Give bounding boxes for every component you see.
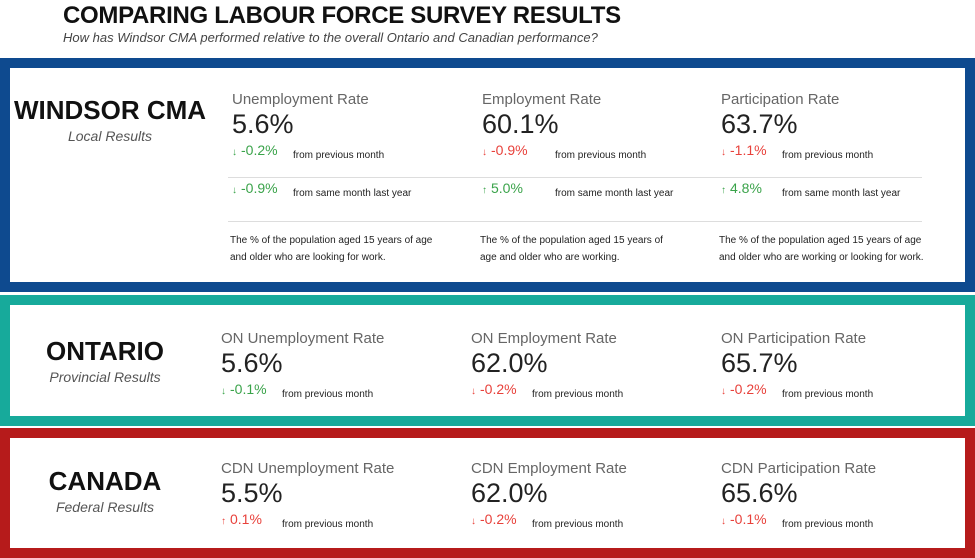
metric-value: 60.1% [482, 109, 559, 139]
ontario-participation: ON Participation Rate 65.7% ↓ -0.2% from p… [721, 330, 874, 400]
metric-value: 63.7% [721, 109, 798, 139]
arrow-down-icon: ↓ [482, 147, 487, 158]
ontario-panel [0, 295, 975, 426]
windsor-employment: Employment Rate 60.1% ↓ -0.9% from previou… [482, 91, 674, 199]
canada-unemployment: CDN Unemployment Rate 5.5% ↑ 0.1% from pre… [221, 460, 395, 530]
metric-value: 62.0% [471, 478, 548, 508]
metric-description: The % of the population aged 15 years of… [719, 235, 924, 263]
canada-employment: CDN Employment Rate 62.0% ↓ -0.2% from pre… [471, 460, 627, 530]
metric-value: 65.7% [721, 348, 798, 378]
arrow-down-icon: ↓ [232, 147, 237, 158]
change-caption: from previous month [782, 150, 874, 161]
month-change: -1.1% [730, 142, 767, 158]
windsor-participation: Participation Rate 63.7% ↓ -1.1% from prev… [721, 91, 901, 199]
change-caption: from same month last year [555, 188, 674, 199]
arrow-down-icon: ↓ [721, 386, 726, 397]
change-caption: from previous month [782, 389, 874, 400]
metric-label: Unemployment Rate [232, 91, 369, 108]
arrow-up-icon: ↑ [721, 185, 726, 196]
arrow-down-icon: ↓ [721, 147, 726, 158]
change-caption: from same month last year [293, 188, 412, 199]
region-name: ONTARIO [46, 336, 164, 366]
divider [228, 221, 922, 222]
arrow-down-icon: ↓ [471, 386, 476, 397]
windsor-unemployment: Unemployment Rate 5.6% ↓ -0.2% from previo… [232, 91, 412, 199]
windsor-region: WINDSOR CMA Local Results [10, 95, 210, 144]
metric-value: 65.6% [721, 478, 798, 508]
month-change: -0.1% [230, 381, 267, 397]
ontario-employment: ON Employment Rate 62.0% ↓ -0.2% from prev… [471, 330, 624, 400]
region-name: CANADA [48, 466, 162, 496]
metric-value: 5.6% [221, 348, 283, 378]
region-sub: Local Results [67, 128, 153, 144]
metric-value: 5.6% [232, 109, 294, 139]
page-title: COMPARING LABOUR FORCE SURVEY RESULTS [63, 2, 621, 29]
year-change: 4.8% [730, 180, 762, 196]
metric-label: ON Unemployment Rate [221, 330, 385, 347]
region-sub: Provincial Results [49, 369, 161, 385]
arrow-down-icon: ↓ [721, 516, 726, 527]
change-caption: from same month last year [782, 188, 901, 199]
metric-label: CDN Participation Rate [721, 460, 877, 477]
month-change: -0.2% [241, 142, 278, 158]
page-subtitle: How has Windsor CMA performed relative t… [63, 30, 598, 45]
region-sub: Federal Results [55, 499, 155, 515]
arrow-up-icon: ↑ [221, 516, 226, 527]
month-change: -0.2% [480, 381, 517, 397]
month-change: -0.2% [480, 511, 517, 527]
month-change: -0.9% [491, 142, 528, 158]
metric-value: 62.0% [471, 348, 548, 378]
year-change: -0.9% [241, 180, 278, 196]
month-change: -0.2% [730, 381, 767, 397]
divider [228, 177, 922, 178]
change-caption: from previous month [782, 519, 874, 530]
windsor-panel [0, 58, 975, 292]
change-caption: from previous month [532, 389, 624, 400]
metric-label: CDN Employment Rate [471, 460, 627, 477]
canada-region: CANADA Federal Results [5, 466, 205, 515]
metric-label: ON Participation Rate [721, 330, 867, 347]
metric-label: ON Employment Rate [471, 330, 617, 347]
change-caption: from previous month [555, 150, 647, 161]
metric-value: 5.5% [221, 478, 283, 508]
metric-label: Employment Rate [482, 91, 602, 108]
metric-label: CDN Unemployment Rate [221, 460, 395, 477]
arrow-up-icon: ↑ [482, 185, 487, 196]
month-change: 0.1% [230, 511, 262, 527]
metric-description: The % of the population aged 15 years of… [480, 235, 663, 263]
change-caption: from previous month [293, 150, 385, 161]
metric-description: The % of the population aged 15 years of… [230, 235, 433, 263]
change-caption: from previous month [282, 519, 374, 530]
arrow-down-icon: ↓ [471, 516, 476, 527]
ontario-unemployment: ON Unemployment Rate 5.6% ↓ -0.1% from pre… [221, 330, 385, 400]
region-name: WINDSOR CMA [13, 95, 207, 125]
change-caption: from previous month [532, 519, 624, 530]
arrow-down-icon: ↓ [232, 185, 237, 196]
arrow-down-icon: ↓ [221, 386, 226, 397]
ontario-region: ONTARIO Provincial Results [5, 336, 205, 385]
year-change: 5.0% [491, 180, 523, 196]
change-caption: from previous month [282, 389, 374, 400]
canada-participation: CDN Participation Rate 65.6% ↓ -0.1% from … [721, 460, 877, 530]
metric-label: Participation Rate [721, 91, 840, 108]
month-change: -0.1% [730, 511, 767, 527]
